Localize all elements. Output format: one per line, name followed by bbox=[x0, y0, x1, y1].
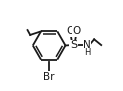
Text: Br: Br bbox=[43, 72, 55, 82]
Text: H: H bbox=[84, 48, 91, 57]
Text: N: N bbox=[83, 40, 91, 50]
Text: S: S bbox=[70, 40, 77, 50]
Text: O: O bbox=[72, 26, 81, 36]
Text: O: O bbox=[66, 26, 74, 36]
